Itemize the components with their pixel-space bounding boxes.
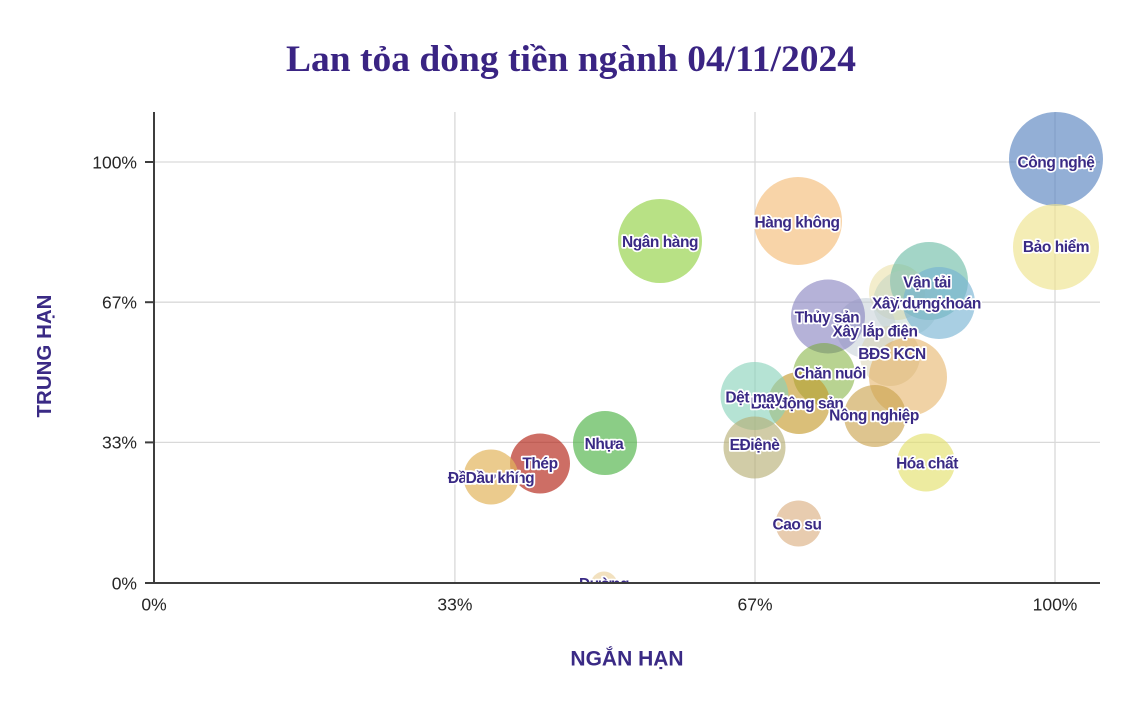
svg-text:Xây dựng: Xây dựng <box>872 296 940 313</box>
svg-text:Đường: Đường <box>579 576 629 593</box>
svg-text:0%: 0% <box>141 595 166 615</box>
svg-text:Thủy sản: Thủy sản <box>795 310 859 327</box>
svg-text:33%: 33% <box>102 433 137 453</box>
svg-text:TRUNG HẠN: TRUNG HẠN <box>33 295 56 418</box>
svg-text:Nhựa: Nhựa <box>585 436 625 453</box>
svg-text:0%: 0% <box>112 573 137 593</box>
svg-text:Cao su: Cao su <box>773 517 822 534</box>
svg-text:100%: 100% <box>1033 595 1078 615</box>
svg-text:Nông nghiệp: Nông nghiệp <box>829 408 919 425</box>
svg-text:Bất động sản: Bất động sản <box>751 396 844 413</box>
svg-text:Vận tải: Vận tải <box>903 275 951 292</box>
svg-text:Ngân hàng: Ngân hàng <box>622 234 698 251</box>
svg-text:67%: 67% <box>102 293 137 313</box>
svg-text:EĐiệnè: EĐiệnè <box>730 437 781 454</box>
svg-text:Hóa chất: Hóa chất <box>896 456 958 473</box>
svg-text:Dệt may: Dệt may <box>725 390 783 407</box>
svg-text:Chứng khoán: Chứng khoán <box>885 296 981 313</box>
svg-text:Công nghệ: Công nghệ <box>1018 155 1096 172</box>
svg-text:100%: 100% <box>92 152 137 172</box>
svg-text:Xây lắp điện: Xây lắp điện <box>832 323 917 341</box>
svg-text:Bảo hiểm: Bảo hiểm <box>1023 239 1089 256</box>
svg-text:BĐS KCN: BĐS KCN <box>858 346 926 363</box>
svg-text:Dầu khí: Dầu khí <box>466 470 520 487</box>
svg-text:Thép: Thép <box>522 456 557 473</box>
svg-text:Đầu tư công: Đầu tư công <box>448 470 534 487</box>
svg-text:Lan tỏa dòng tiền ngành 04/11/: Lan tỏa dòng tiền ngành 04/11/2024 <box>286 39 856 80</box>
svg-text:NGẮN HẠN: NGẮN HẠN <box>570 647 683 671</box>
svg-text:Hàng không: Hàng không <box>754 215 839 232</box>
svg-text:Chăn nuôi: Chăn nuôi <box>794 366 866 383</box>
svg-text:33%: 33% <box>437 595 472 615</box>
svg-text:67%: 67% <box>737 595 772 615</box>
